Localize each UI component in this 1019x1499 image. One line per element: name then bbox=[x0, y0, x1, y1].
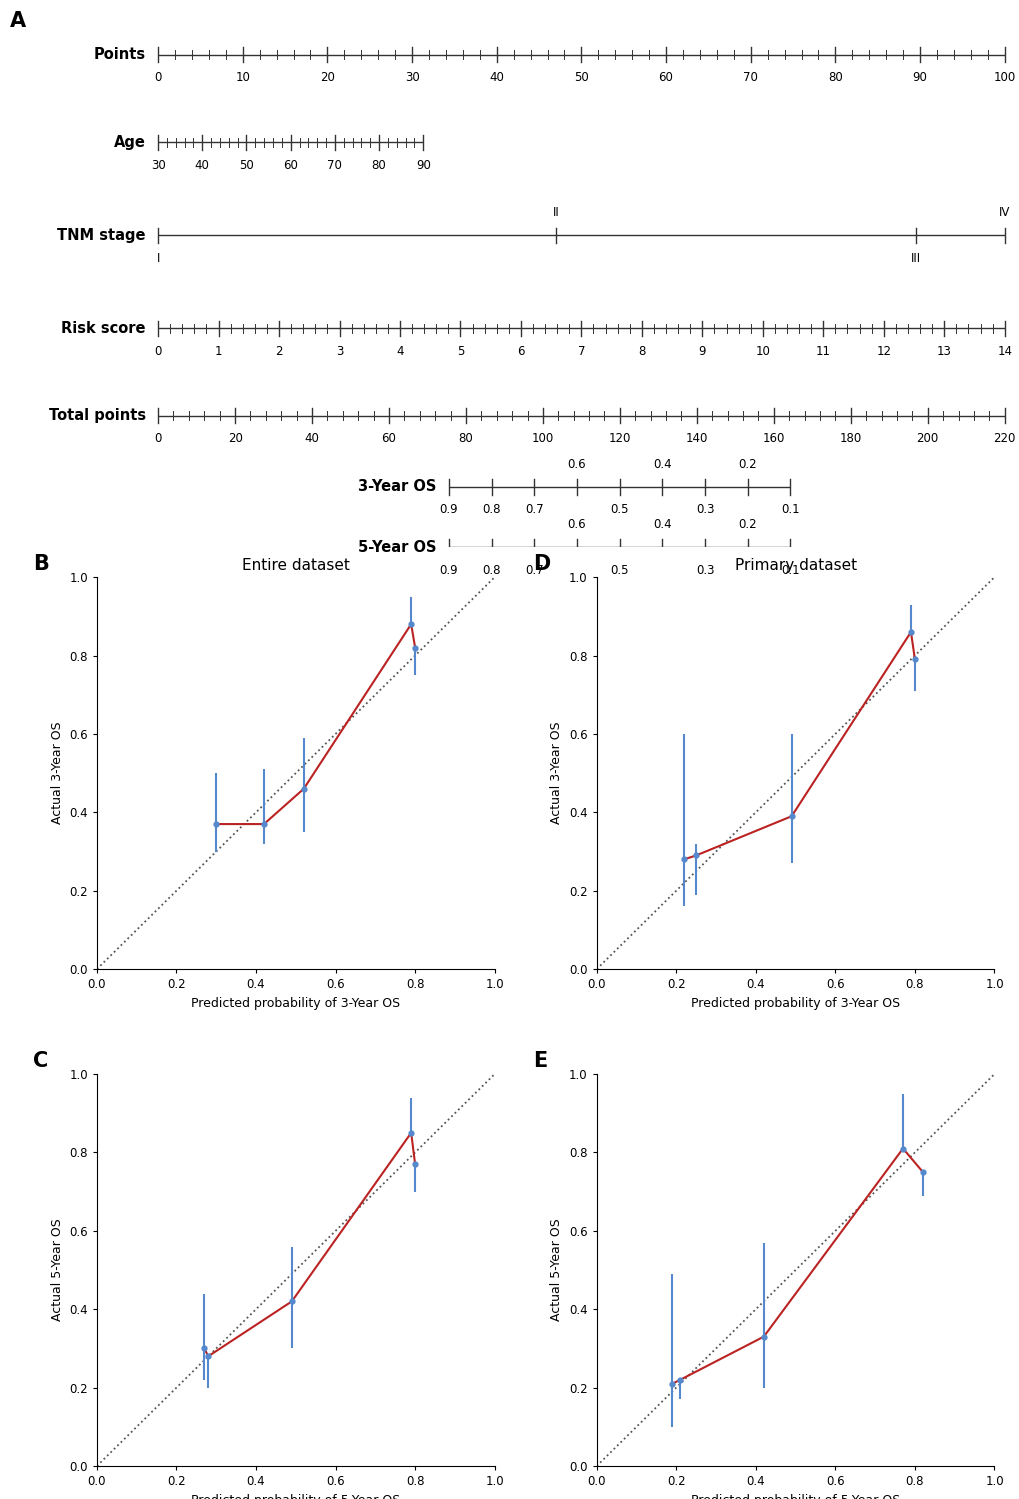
Text: 0.2: 0.2 bbox=[738, 517, 756, 531]
Text: 20: 20 bbox=[320, 70, 334, 84]
Text: 3-Year OS: 3-Year OS bbox=[358, 480, 436, 495]
Text: 0.7: 0.7 bbox=[525, 504, 543, 516]
Text: 160: 160 bbox=[762, 432, 785, 445]
Text: 11: 11 bbox=[815, 345, 829, 358]
Text: 40: 40 bbox=[305, 432, 319, 445]
Text: 0.6: 0.6 bbox=[567, 517, 586, 531]
Text: 40: 40 bbox=[195, 159, 210, 172]
Text: D: D bbox=[533, 553, 550, 574]
Text: 10: 10 bbox=[235, 70, 250, 84]
Text: 50: 50 bbox=[574, 70, 588, 84]
Text: 6: 6 bbox=[517, 345, 524, 358]
Text: I: I bbox=[156, 252, 160, 265]
Text: 180: 180 bbox=[839, 432, 861, 445]
Text: Points: Points bbox=[94, 46, 146, 63]
Text: A: A bbox=[10, 10, 26, 31]
Text: 30: 30 bbox=[151, 159, 165, 172]
Text: 0.7: 0.7 bbox=[525, 564, 543, 577]
Text: 0.1: 0.1 bbox=[781, 564, 799, 577]
Text: 12: 12 bbox=[875, 345, 891, 358]
Text: 90: 90 bbox=[416, 159, 430, 172]
Text: 5-Year OS: 5-Year OS bbox=[358, 540, 436, 555]
Text: 0.3: 0.3 bbox=[695, 564, 713, 577]
Text: 0.9: 0.9 bbox=[439, 564, 458, 577]
Text: 0.2: 0.2 bbox=[738, 457, 756, 471]
Text: 0: 0 bbox=[154, 432, 162, 445]
Text: 90: 90 bbox=[912, 70, 926, 84]
Y-axis label: Actual 3-Year OS: Actual 3-Year OS bbox=[51, 723, 63, 824]
Text: 0.8: 0.8 bbox=[482, 504, 500, 516]
Text: 0.6: 0.6 bbox=[567, 457, 586, 471]
Text: 70: 70 bbox=[327, 159, 342, 172]
Text: 220: 220 bbox=[993, 432, 1015, 445]
Text: 60: 60 bbox=[381, 432, 396, 445]
Text: 0.4: 0.4 bbox=[652, 457, 672, 471]
Text: 13: 13 bbox=[935, 345, 951, 358]
Text: 200: 200 bbox=[916, 432, 937, 445]
Text: Total points: Total points bbox=[49, 408, 146, 423]
Text: III: III bbox=[910, 252, 920, 265]
Text: 1: 1 bbox=[215, 345, 222, 358]
X-axis label: Predicted probability of 3-Year OS: Predicted probability of 3-Year OS bbox=[690, 997, 900, 1010]
Text: 3: 3 bbox=[335, 345, 342, 358]
Text: 60: 60 bbox=[658, 70, 673, 84]
Text: 100: 100 bbox=[993, 70, 1015, 84]
Text: 7: 7 bbox=[577, 345, 585, 358]
Text: 0.3: 0.3 bbox=[695, 504, 713, 516]
Text: 4: 4 bbox=[395, 345, 404, 358]
Text: TNM stage: TNM stage bbox=[57, 228, 146, 243]
Text: 50: 50 bbox=[238, 159, 254, 172]
X-axis label: Predicted probability of 3-Year OS: Predicted probability of 3-Year OS bbox=[191, 997, 400, 1010]
Text: E: E bbox=[533, 1051, 547, 1070]
Text: 8: 8 bbox=[638, 345, 645, 358]
Text: 0: 0 bbox=[154, 70, 162, 84]
Text: 20: 20 bbox=[227, 432, 243, 445]
Text: 80: 80 bbox=[827, 70, 842, 84]
Text: Age: Age bbox=[114, 135, 146, 150]
Text: 0.1: 0.1 bbox=[781, 504, 799, 516]
Text: 80: 80 bbox=[459, 432, 473, 445]
Text: 80: 80 bbox=[371, 159, 386, 172]
Text: 14: 14 bbox=[997, 345, 1011, 358]
Text: B: B bbox=[34, 553, 49, 574]
X-axis label: Predicted probability of 5-Year OS: Predicted probability of 5-Year OS bbox=[690, 1493, 900, 1499]
Text: 100: 100 bbox=[531, 432, 553, 445]
Y-axis label: Actual 5-Year OS: Actual 5-Year OS bbox=[550, 1219, 562, 1322]
Title: Entire dataset: Entire dataset bbox=[242, 558, 350, 573]
Text: II: II bbox=[552, 205, 558, 219]
X-axis label: Predicted probability of 5-Year OS: Predicted probability of 5-Year OS bbox=[191, 1493, 400, 1499]
Text: 60: 60 bbox=[283, 159, 298, 172]
Title: Primary dataset: Primary dataset bbox=[734, 558, 856, 573]
Text: IV: IV bbox=[998, 205, 1010, 219]
Text: C: C bbox=[34, 1051, 49, 1070]
Y-axis label: Actual 3-Year OS: Actual 3-Year OS bbox=[550, 723, 562, 824]
Text: 70: 70 bbox=[743, 70, 757, 84]
Text: 140: 140 bbox=[685, 432, 707, 445]
Text: 0.5: 0.5 bbox=[609, 504, 629, 516]
Text: 9: 9 bbox=[698, 345, 705, 358]
Text: 40: 40 bbox=[489, 70, 503, 84]
Text: 0.4: 0.4 bbox=[652, 517, 672, 531]
Text: 0.8: 0.8 bbox=[482, 564, 500, 577]
Y-axis label: Actual 5-Year OS: Actual 5-Year OS bbox=[51, 1219, 63, 1322]
Text: 0: 0 bbox=[154, 345, 162, 358]
Text: 10: 10 bbox=[755, 345, 769, 358]
Text: 0.5: 0.5 bbox=[609, 564, 629, 577]
Text: 0.9: 0.9 bbox=[439, 504, 458, 516]
Text: Risk score: Risk score bbox=[61, 321, 146, 336]
Text: 120: 120 bbox=[608, 432, 631, 445]
Text: 2: 2 bbox=[275, 345, 282, 358]
Text: 5: 5 bbox=[457, 345, 464, 358]
Text: 30: 30 bbox=[405, 70, 419, 84]
